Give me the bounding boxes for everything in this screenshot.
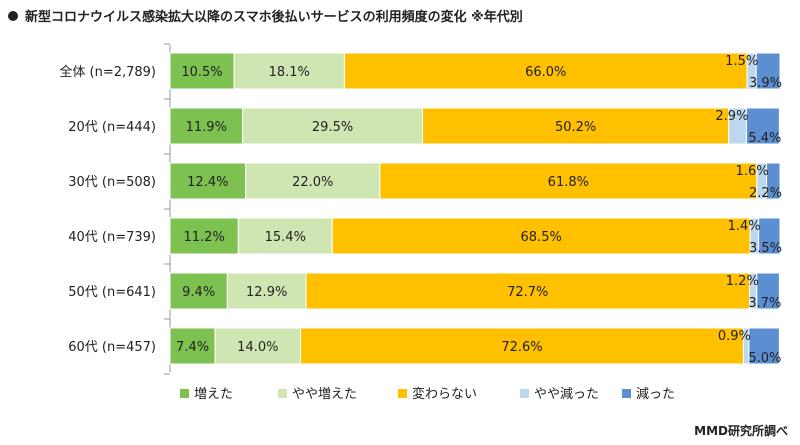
legend-swatch: [520, 389, 529, 398]
data-label: 14.0%: [237, 340, 278, 355]
bar-segment-5: [766, 162, 781, 200]
bar-segment-5: [748, 327, 780, 365]
data-label: 3.7%: [748, 296, 781, 311]
category-label: 60代 (n=457): [68, 340, 156, 355]
bullet-icon: [8, 11, 18, 21]
data-label: 10.5%: [181, 65, 222, 80]
bar-segment-3: [343, 52, 748, 90]
data-label: 5.0%: [748, 351, 781, 366]
data-label: 11.9%: [186, 120, 227, 135]
bar-segment-2: [226, 272, 307, 310]
legend-label: 増えた: [194, 387, 233, 402]
data-label: 72.7%: [507, 285, 548, 300]
data-label: 1.4%: [728, 219, 761, 234]
source-credit: MMD研究所調べ: [694, 424, 788, 438]
bar-segment-5: [745, 107, 780, 145]
data-label: 61.8%: [548, 175, 589, 190]
legend-swatch: [398, 389, 407, 398]
category-label: 20代 (n=444): [68, 120, 156, 135]
data-label: 3.9%: [749, 76, 782, 91]
data-label: 9.4%: [182, 285, 215, 300]
data-label: 66.0%: [525, 65, 566, 80]
data-label: 12.4%: [187, 175, 228, 190]
legend-label: 減った: [636, 386, 675, 402]
legend-label: 変わらない: [412, 386, 477, 402]
legend-swatch: [278, 389, 287, 398]
data-label: 1.2%: [726, 274, 759, 289]
bar-segment-2: [237, 217, 333, 255]
legend-label: やや減った: [534, 386, 599, 402]
data-label: 22.0%: [292, 175, 333, 190]
chart-title: 新型コロナウイルス感染拡大以降のスマホ後払いサービスの利用頻度の変化 ※年代別: [8, 6, 523, 25]
data-label: 15.4%: [265, 230, 306, 245]
bar-segment-1: [169, 217, 239, 255]
category-label: 50代 (n=641): [68, 285, 156, 300]
data-label: 5.4%: [748, 131, 781, 146]
data-label: 7.4%: [176, 340, 209, 355]
bar-segment-5: [756, 272, 780, 310]
data-label: 12.9%: [246, 285, 287, 300]
data-label: 50.2%: [555, 120, 596, 135]
data-label: 0.9%: [718, 329, 751, 344]
bar-segment-5: [758, 217, 781, 255]
data-label: 1.6%: [736, 164, 769, 179]
bar-segment-3: [300, 327, 744, 365]
data-label: 2.2%: [749, 186, 782, 201]
bar-segment-3: [422, 107, 730, 145]
data-label: 68.5%: [521, 230, 562, 245]
bar-segment-2: [242, 107, 424, 145]
legend-label: やや増えた: [292, 387, 357, 402]
category-label: 全体 (n=2,789): [59, 64, 156, 80]
data-label: 72.6%: [501, 340, 542, 355]
bar-segment-3: [331, 217, 751, 255]
data-label: 2.9%: [715, 109, 748, 124]
data-label: 18.1%: [269, 65, 310, 80]
bar-segment-2: [245, 162, 381, 200]
bar-segment-5: [755, 52, 781, 90]
legend-swatch: [180, 389, 189, 398]
category-label: 40代 (n=739): [68, 230, 156, 245]
data-label: 29.5%: [312, 120, 353, 135]
bar-segment-1: [169, 272, 228, 310]
data-label: 3.5%: [749, 241, 782, 256]
data-label: 11.2%: [184, 230, 225, 245]
bar-segment-2: [233, 52, 345, 90]
bar-segment-1: [169, 107, 244, 145]
data-label: 1.5%: [725, 54, 758, 69]
category-label: 30代 (n=508): [68, 175, 156, 190]
legend-swatch: [622, 389, 631, 398]
bar-segment-1: [169, 162, 247, 200]
chart-title-text: 新型コロナウイルス感染拡大以降のスマホ後払いサービスの利用頻度の変化 ※年代別: [25, 10, 523, 25]
